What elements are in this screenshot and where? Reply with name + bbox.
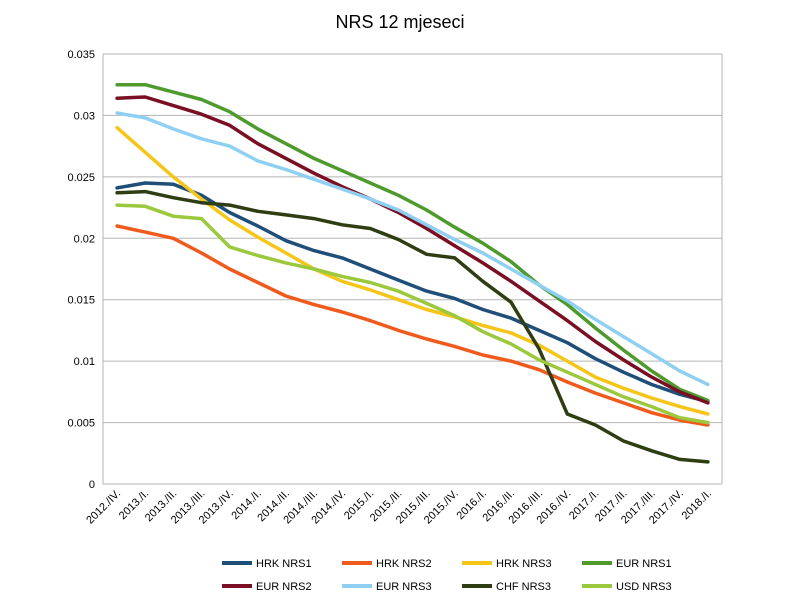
legend-label: USD NRS3 [616,581,672,593]
series-line-chf-nrs3 [115,189,710,464]
legend-label: HRK NRS1 [256,558,312,570]
series-line-eur-nrs2 [115,95,710,405]
y-tick-label: 0 [89,479,95,491]
legend-label: EUR NRS3 [376,581,432,593]
x-axis-ticks: 2012./IV.2013./I.2013./II.2013./III.2013… [84,488,714,527]
legend-label: CHF NRS3 [496,581,551,593]
y-tick-label: 0.03 [74,110,95,122]
series-line-usd-nrs3 [115,203,710,425]
y-tick-label: 0.01 [74,356,95,368]
legend-label: HRK NRS3 [496,558,552,570]
y-tick-label: 0.035 [67,49,95,61]
series-line-eur-nrs1 [115,82,710,403]
legend-label: EUR NRS1 [616,558,672,570]
series-lines [115,82,710,464]
legend: HRK NRS1 HRK NRS2 HRK NRS3 EUR NRS1 EUR NRS2… [222,558,672,593]
series-line-hrk-nrs2 [115,224,710,427]
legend-label: EUR NRS2 [256,581,312,593]
series-line-eur-nrs3 [115,111,710,387]
y-tick-label: 0.025 [67,172,95,184]
x-tick-label: 2012./IV. [84,488,123,527]
legend-label: HRK NRS2 [376,558,432,570]
y-tick-label: 0.005 [67,418,95,430]
x-tick-label: 2018./I. [680,488,714,522]
y-tick-label: 0.02 [74,233,95,245]
chart-title: NRS 12 mjeseci [335,12,465,32]
y-tick-label: 0.015 [67,295,95,307]
gridlines [102,53,723,485]
series-line-hrk-nrs3 [115,125,710,416]
y-axis-ticks: 0 0.005 0.01 0.015 0.02 0.025 0.03 0.035 [67,49,95,491]
